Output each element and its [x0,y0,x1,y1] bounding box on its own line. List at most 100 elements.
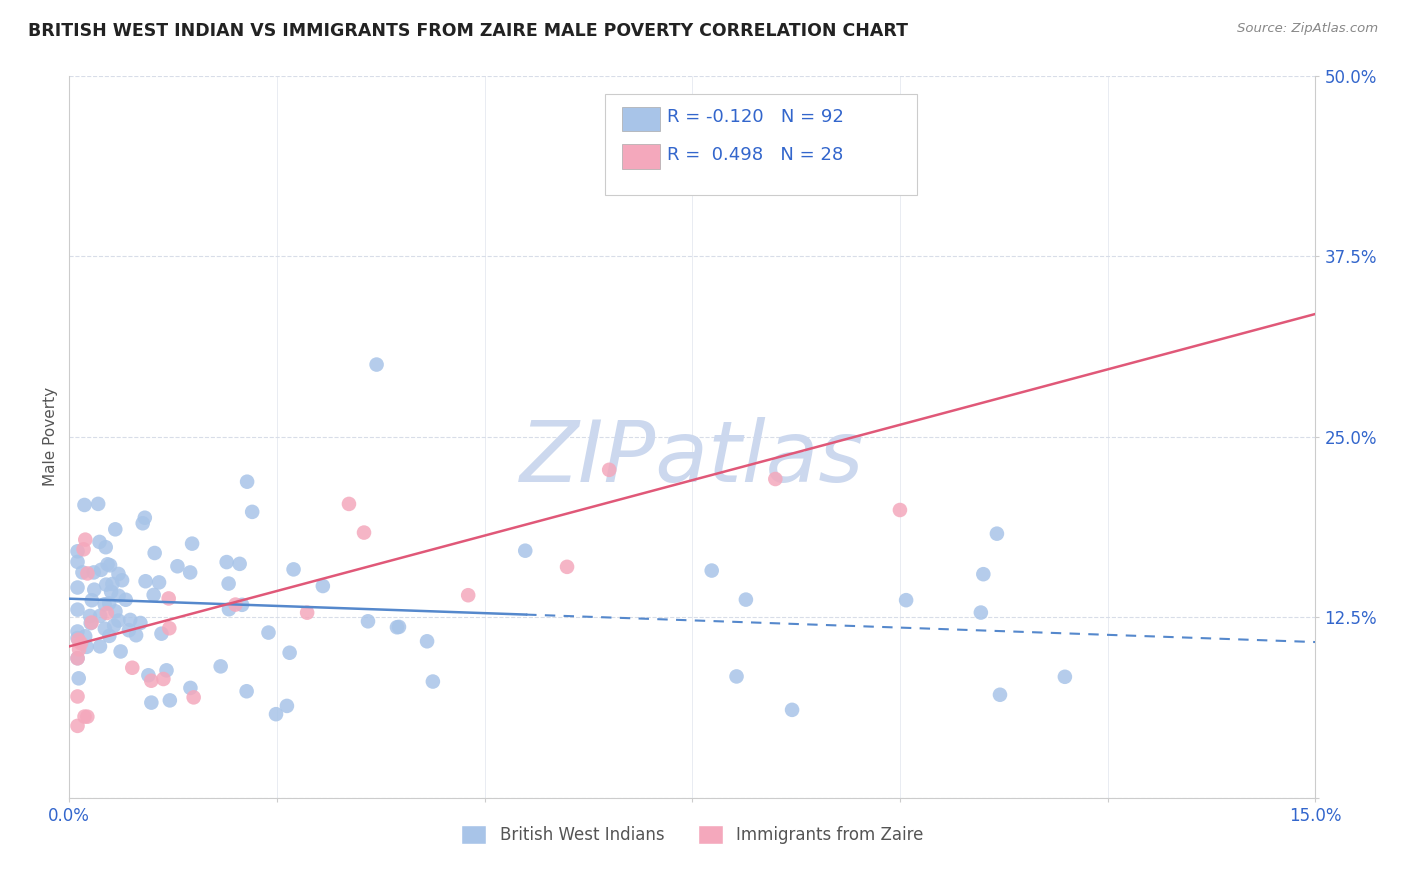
Point [96,606,118,620]
Point [135,574,157,589]
Point [76,640,98,654]
Point [76,709,98,723]
Point [80,616,103,631]
Point [120,613,142,627]
Point [388,620,411,634]
Point [100,584,122,599]
Point [125,628,148,642]
Point [98,629,121,643]
Point [101,577,124,591]
Point [89,640,111,654]
Point [89,608,111,623]
Point [312,579,335,593]
FancyBboxPatch shape [623,145,659,169]
Point [218,602,240,616]
Point [224,598,246,612]
Point [80,593,103,607]
Point [104,604,127,618]
Point [385,620,408,634]
Point [73,709,96,723]
Point [114,592,136,607]
Point [763,472,786,486]
Point [67,642,90,657]
Point [76,566,98,581]
Point [366,358,388,372]
Point [986,526,1008,541]
Point [75,533,97,547]
Text: BRITISH WEST INDIAN VS IMMIGRANTS FROM ZAIRE MALE POVERTY CORRELATION CHART: BRITISH WEST INDIAN VS IMMIGRANTS FROM Z… [28,22,908,40]
Point [457,588,479,602]
Point [353,525,375,540]
Point [138,668,160,682]
Point [89,535,111,549]
Point [121,661,143,675]
Point [157,591,180,606]
Point [183,690,205,705]
Point [179,566,201,580]
Y-axis label: Male Poverty: Male Poverty [44,387,58,486]
Point [104,522,127,536]
Point [111,574,134,588]
Point [215,555,238,569]
Point [283,562,305,576]
Point [80,615,103,630]
Point [107,589,129,603]
Point [72,566,94,580]
Point [67,671,90,685]
Point [103,618,125,632]
Point [228,557,250,571]
Point [75,629,97,643]
Point [141,673,163,688]
Point [143,546,166,560]
Point [240,505,263,519]
Point [94,540,117,554]
Text: R =  0.498   N = 28: R = 0.498 N = 28 [668,146,844,164]
Point [118,624,141,638]
Point [598,463,620,477]
Text: Source: ZipAtlas.com: Source: ZipAtlas.com [1237,22,1378,36]
Point [179,681,201,695]
Point [735,592,758,607]
Point [66,651,89,665]
Point [972,567,994,582]
Point [70,636,93,650]
Point [416,634,439,648]
Point [66,544,89,558]
Point [970,606,993,620]
Point [129,615,152,630]
Point [988,688,1011,702]
Point [780,703,803,717]
Point [93,597,115,611]
Point [1053,670,1076,684]
Point [96,577,118,591]
Point [98,596,121,610]
Point [257,625,280,640]
Point [87,497,110,511]
Point [159,693,181,707]
Point [66,719,89,733]
Point [148,575,170,590]
Point [894,593,917,607]
Point [66,690,89,704]
Point [357,615,380,629]
Point [725,669,748,683]
Point [107,614,129,628]
Legend: British West Indians, Immigrants from Zaire: British West Indians, Immigrants from Za… [461,825,924,844]
Point [264,707,287,722]
Point [337,497,360,511]
Point [66,624,89,639]
Point [98,558,121,573]
Point [66,602,89,616]
Point [555,559,578,574]
Point [142,588,165,602]
Point [72,542,94,557]
Point [97,558,120,572]
Point [66,555,89,569]
Text: R = -0.120   N = 92: R = -0.120 N = 92 [668,109,844,127]
Point [107,566,129,581]
Point [700,564,723,578]
Point [740,112,762,126]
Point [889,503,911,517]
Point [79,609,101,624]
Point [166,559,188,574]
